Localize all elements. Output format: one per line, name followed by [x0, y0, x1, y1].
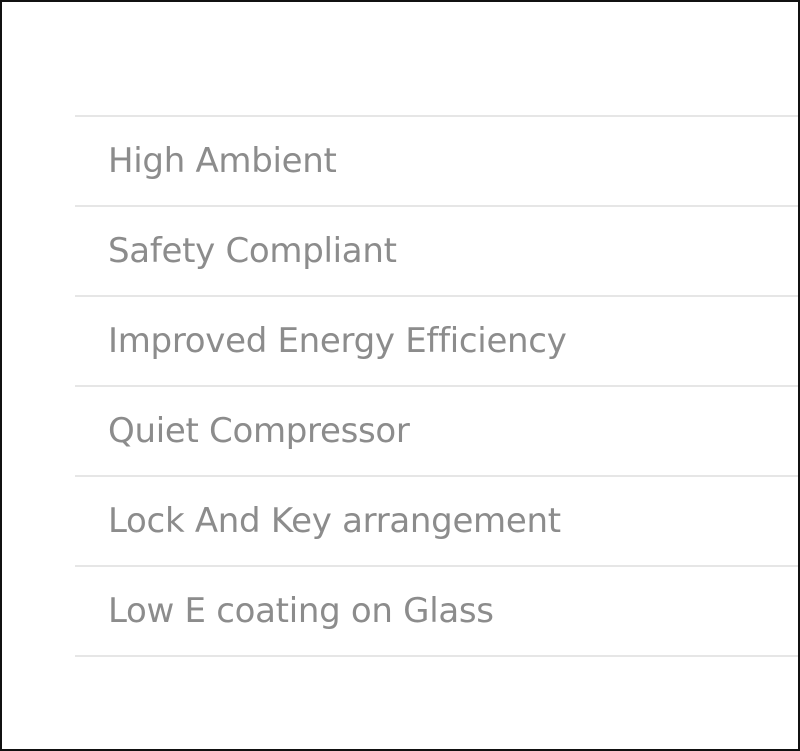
feature-item: Safety Compliant — [75, 207, 798, 297]
feature-item: Lock And Key arrangement — [75, 477, 798, 567]
feature-item: High Ambient — [75, 117, 798, 207]
feature-item: Improved Energy Efficiency — [75, 297, 798, 387]
feature-item: Low E coating on Glass — [75, 567, 798, 657]
feature-list: High Ambient Safety Compliant Improved E… — [75, 115, 798, 657]
feature-item: Quiet Compressor — [75, 387, 798, 477]
